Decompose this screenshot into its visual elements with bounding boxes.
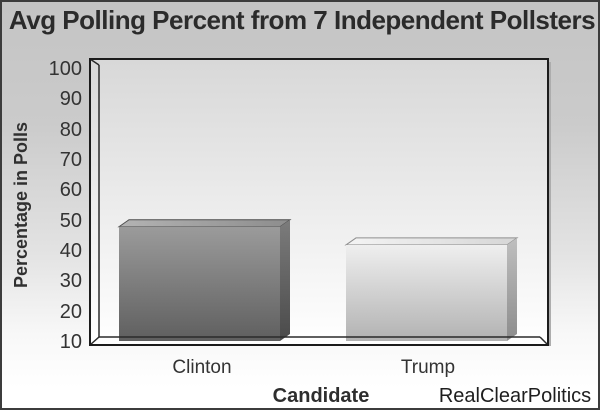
y-tick-50: 50 bbox=[59, 210, 82, 232]
attribution-text: RealClearPolitics bbox=[438, 385, 592, 407]
clinton-bar-top-face bbox=[117, 219, 292, 228]
y-tick-30: 30 bbox=[59, 270, 82, 292]
y-tick-80: 80 bbox=[59, 119, 82, 141]
trump-bar-front-face bbox=[346, 244, 507, 341]
y-tick-60: 60 bbox=[59, 179, 82, 201]
clinton-bar bbox=[117, 219, 292, 341]
trump-bar-side-face bbox=[507, 237, 517, 341]
x-tick-clinton: Clinton bbox=[172, 357, 232, 378]
trump-bar bbox=[344, 237, 519, 341]
clinton-bar-front-face bbox=[119, 226, 280, 341]
y-tick-70: 70 bbox=[59, 149, 82, 171]
plot-border bbox=[89, 58, 549, 346]
y-tick-10: 10 bbox=[59, 331, 82, 353]
chart-title: Avg Polling Percent from 7 Independent P… bbox=[8, 5, 596, 35]
floor-right-bevel-line bbox=[539, 336, 549, 346]
clinton-bar-side-face bbox=[280, 219, 290, 341]
x-axis-label: Candidate bbox=[272, 385, 370, 407]
trump-bar-top-face bbox=[344, 237, 519, 246]
wall-bottom-bevel-line bbox=[89, 336, 100, 346]
y-tick-90: 90 bbox=[59, 88, 82, 110]
y-tick-20: 20 bbox=[59, 301, 82, 323]
x-tick-trump: Trump bbox=[400, 357, 456, 378]
y-tick-100: 100 bbox=[48, 58, 82, 80]
y-tick-40: 40 bbox=[59, 240, 82, 262]
